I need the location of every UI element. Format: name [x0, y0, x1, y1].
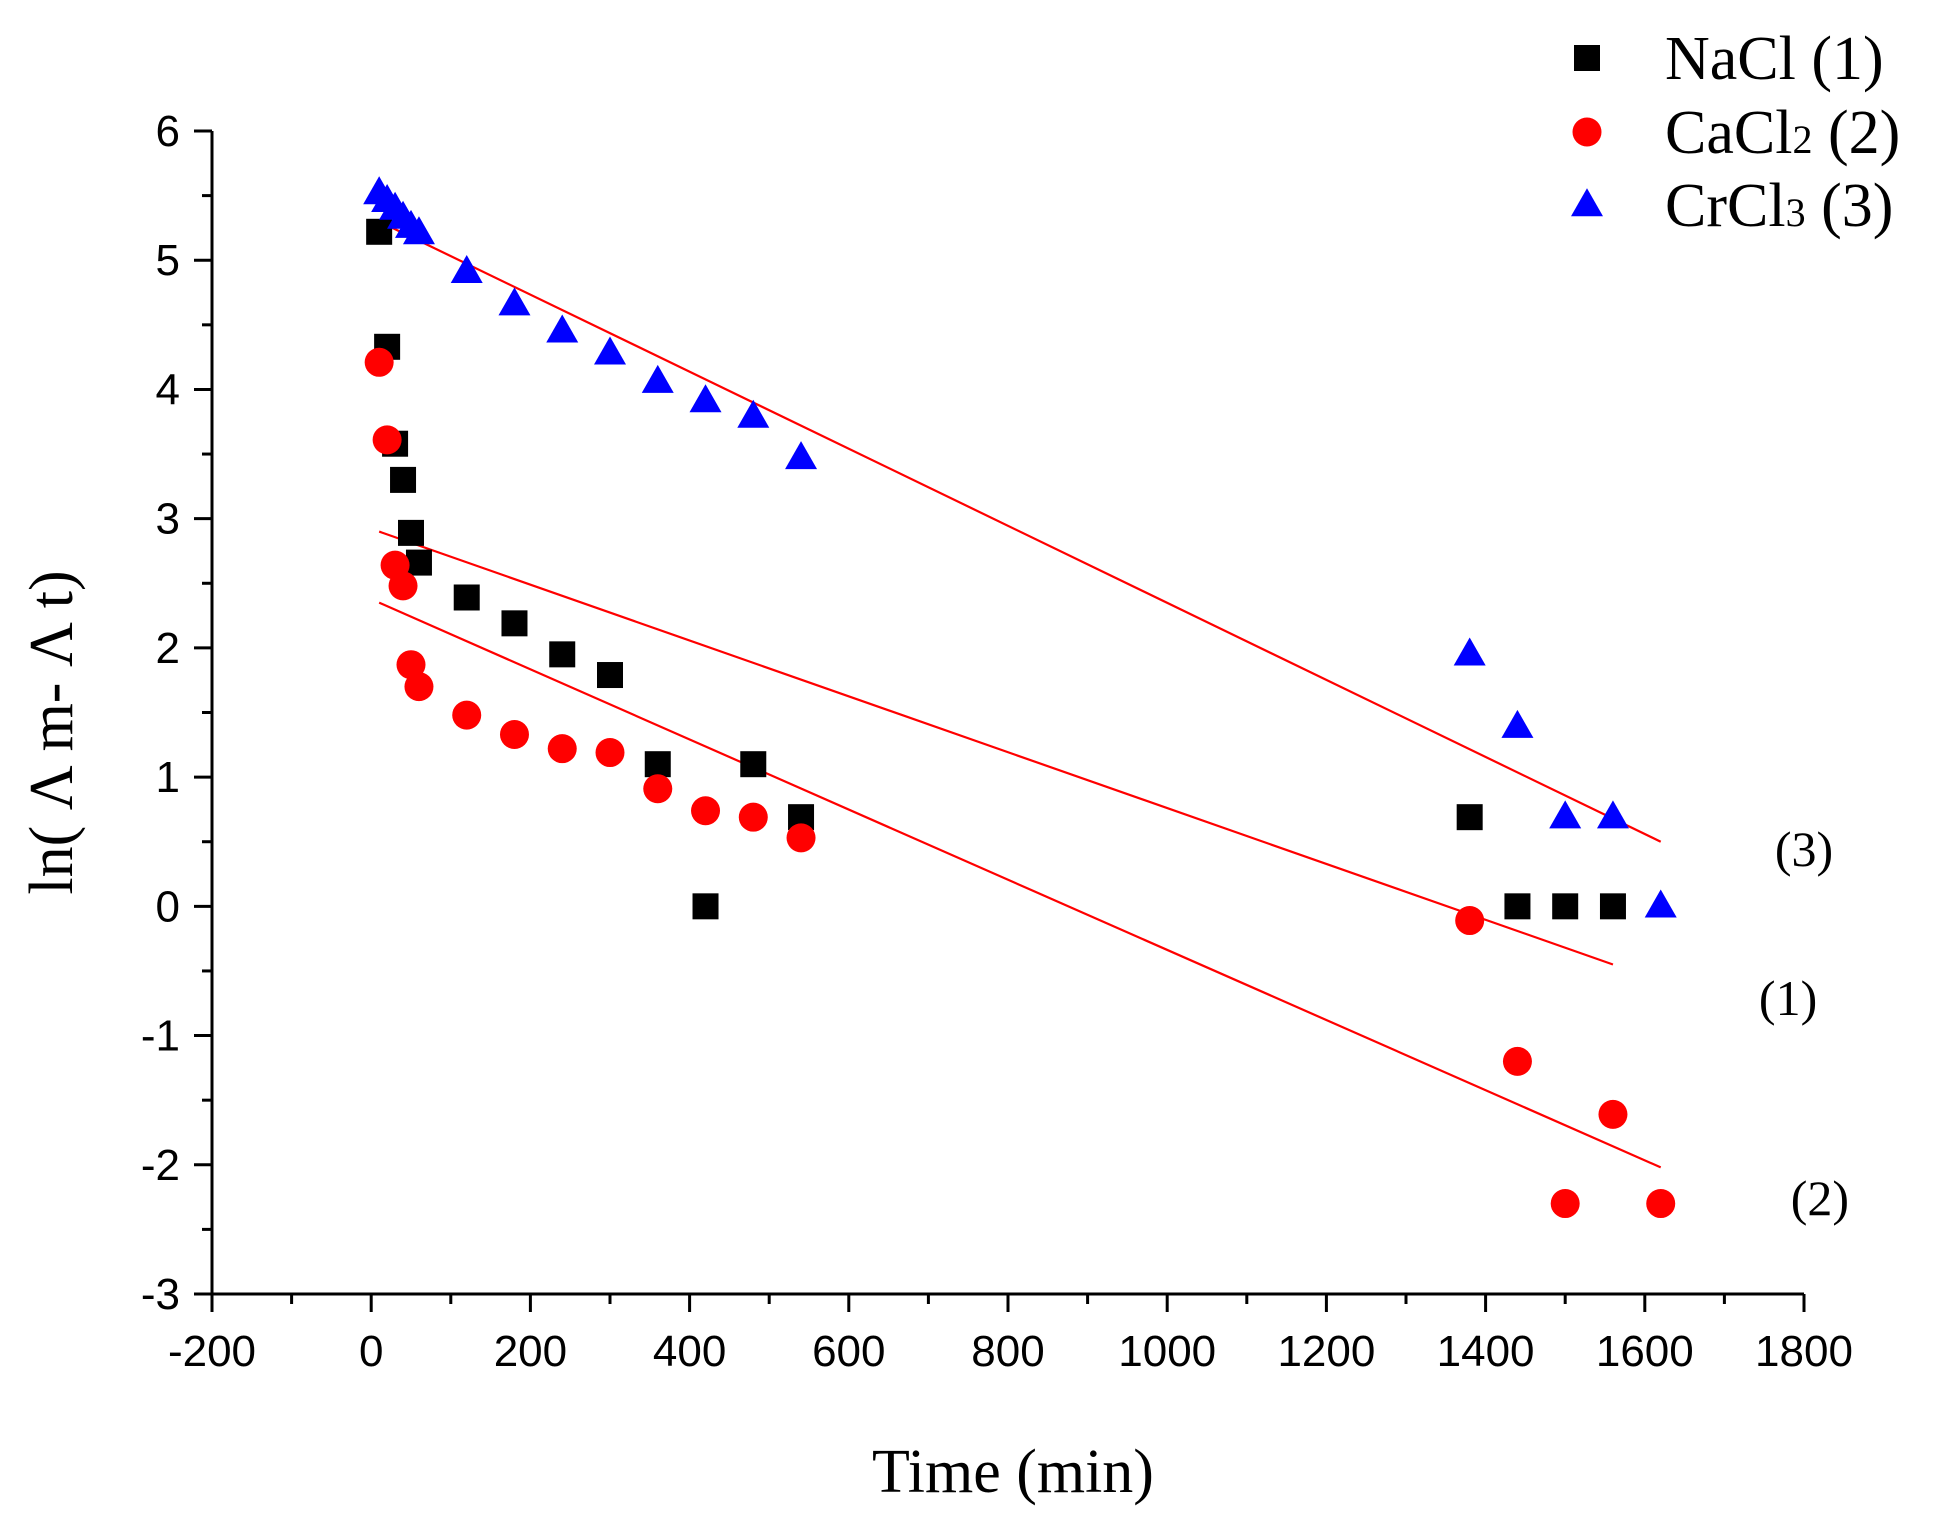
point-crcl: [785, 441, 818, 470]
x-tick-label: 800: [971, 1327, 1044, 1376]
point-nacl: [366, 218, 393, 245]
point-cacl: [595, 738, 625, 768]
point-nacl: [453, 584, 480, 611]
legend-label-crcl: CrCl3 (3): [1665, 172, 1893, 240]
y-tick-label: 3: [156, 495, 180, 544]
point-crcl: [1644, 889, 1677, 918]
y-tick-label: 4: [156, 365, 180, 414]
point-cacl: [388, 571, 418, 601]
point-crcl: [450, 255, 483, 284]
point-crcl: [1453, 637, 1486, 666]
point-crcl: [737, 399, 770, 428]
point-nacl: [405, 549, 432, 576]
y-tick-label: -2: [141, 1141, 180, 1190]
annotation-label: (1): [1759, 970, 1817, 1026]
legend: NaCl (1)CaCl2 (2)CrCl3 (3): [1571, 25, 1900, 240]
legend-label-nacl: NaCl (1): [1665, 25, 1884, 93]
x-tick-label: 1600: [1596, 1327, 1694, 1376]
annotation-label: (3): [1775, 821, 1833, 877]
point-cacl: [1598, 1099, 1628, 1129]
fit-line-cacl: [378, 601, 1662, 1169]
axes: -200 0 200 400 600 800 1000 1200 1400 1600 1800 -3 -…: [18, 107, 1853, 1506]
x-tick-label: 1400: [1437, 1327, 1535, 1376]
point-nacl: [692, 893, 719, 920]
point-cacl: [691, 796, 721, 826]
x-tick-label: 600: [812, 1327, 885, 1376]
y-tick-label: -3: [141, 1270, 180, 1319]
y-tick-label: 6: [156, 107, 180, 156]
fit-line-nacl: [378, 530, 1614, 966]
point-cacl: [364, 347, 394, 377]
point-cacl: [404, 672, 434, 702]
point-nacl: [1504, 893, 1531, 920]
point-nacl: [390, 466, 417, 493]
y-tick-label: 0: [156, 882, 180, 931]
point-cacl: [396, 650, 426, 680]
point-nacl: [1599, 893, 1626, 920]
point-cacl: [547, 734, 577, 764]
y-tick-label: 2: [156, 624, 180, 673]
point-nacl: [1552, 893, 1579, 920]
point-nacl: [398, 519, 424, 546]
point-nacl: [1456, 804, 1483, 831]
legend-marker-cacl: [1572, 117, 1602, 147]
y-tick-label: 1: [156, 753, 180, 802]
x-tick-label: 400: [653, 1327, 726, 1376]
data-markers: [363, 176, 1677, 1219]
point-crcl: [1549, 800, 1582, 829]
x-axis-title: Time (min): [872, 1438, 1154, 1506]
point-nacl: [549, 641, 576, 668]
point-crcl: [402, 216, 435, 245]
point-nacl: [740, 751, 767, 778]
point-crcl: [641, 364, 674, 393]
point-cacl: [738, 802, 768, 832]
point-cacl: [499, 719, 529, 749]
y-tick-label: 5: [156, 236, 180, 285]
point-nacl: [644, 751, 671, 778]
y-tick-label: -1: [141, 1012, 180, 1061]
point-cacl: [1502, 1046, 1532, 1076]
x-tick-label: -200: [168, 1327, 256, 1376]
point-nacl: [597, 662, 623, 689]
point-cacl: [1455, 906, 1485, 936]
fit-line-crcl: [378, 220, 1662, 843]
y-axis-title: ln( Λ m- Λ t): [18, 570, 86, 894]
fit-lines: [378, 220, 1662, 1169]
point-nacl: [501, 610, 528, 637]
point-crcl: [1596, 800, 1629, 829]
x-tick-label: 1200: [1277, 1327, 1375, 1376]
x-tick-label: 1000: [1118, 1327, 1216, 1376]
point-cacl: [372, 425, 402, 455]
legend-marker-nacl: [1574, 45, 1600, 71]
point-cacl: [1550, 1189, 1580, 1219]
annotations: (3) (1) (2): [1759, 821, 1849, 1226]
point-cacl: [452, 700, 482, 730]
x-tick-label: 200: [494, 1327, 567, 1376]
legend-marker-crcl: [1571, 188, 1603, 217]
point-crcl: [1501, 709, 1534, 738]
point-cacl: [1646, 1189, 1676, 1219]
point-cacl: [786, 823, 816, 853]
point-crcl: [594, 336, 626, 365]
annotation-label: (2): [1791, 1170, 1849, 1226]
point-crcl: [546, 314, 579, 343]
point-crcl: [498, 287, 531, 316]
legend-label-cacl: CaCl2 (2): [1665, 99, 1900, 167]
point-cacl: [643, 774, 673, 804]
point-crcl: [689, 384, 722, 413]
x-tick-label: 1800: [1755, 1327, 1853, 1376]
x-tick-label: 0: [359, 1327, 383, 1376]
